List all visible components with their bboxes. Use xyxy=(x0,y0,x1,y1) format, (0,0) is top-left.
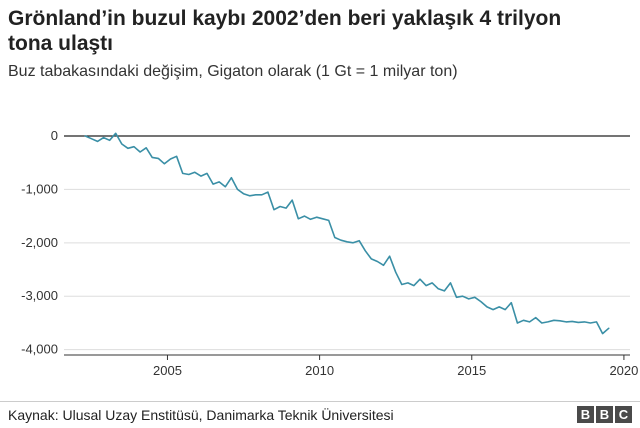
series-layer xyxy=(84,132,610,335)
series-line-ice-mass-change xyxy=(84,132,610,335)
y-axis-tick-labels: 0 -1,000 -2,000 -3,000 -4,000 xyxy=(21,128,58,357)
bbc-logo-letter: B xyxy=(596,406,613,423)
y-tick-label: -1,000 xyxy=(21,181,58,196)
chart-title: Grönland’in buzul kaybı 2002’den beri ya… xyxy=(8,7,562,55)
x-tick-label: 2020 xyxy=(609,363,638,378)
y-tick-label: -2,000 xyxy=(21,235,58,250)
y-gridlines xyxy=(64,135,630,351)
x-tick-label: 2015 xyxy=(457,363,486,378)
source-note: Kaynak: Ulusal Uzay Enstitüsü, Danimarka… xyxy=(8,407,394,423)
line-chart: 0-1,000-2,000-3,000-4,000 2005 2010 2015 20… xyxy=(21,128,638,378)
y-tick-label: -4,000 xyxy=(21,342,58,357)
y-tick-label: 0 xyxy=(51,128,58,143)
bbc-logo-letter: B xyxy=(577,406,594,423)
chart-subtitle: Buz tabakasındaki değişim, Gigaton olara… xyxy=(8,63,458,80)
bbc-logo: B B C xyxy=(577,406,632,423)
y-tick-label: -3,000 xyxy=(21,288,58,303)
x-tick-label: 2010 xyxy=(305,363,334,378)
bbc-logo-letter: C xyxy=(615,406,632,423)
x-axis: 2005 2010 2015 2020 xyxy=(64,354,638,378)
footer-divider xyxy=(0,401,640,402)
x-tick-label: 2005 xyxy=(153,363,182,378)
